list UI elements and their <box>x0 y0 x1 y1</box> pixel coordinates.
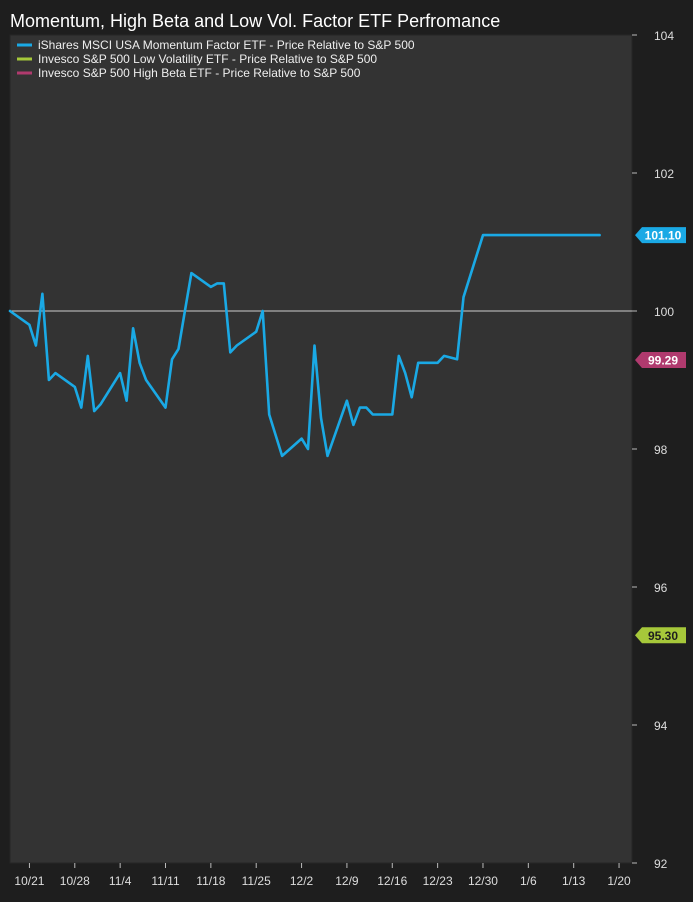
series-line-0 <box>8 233 601 458</box>
end-label-1: 95.30 <box>635 627 686 644</box>
legend-entry: Invesco S&P 500 High Beta ETF - Price Re… <box>38 66 361 80</box>
y-tick-label: 100 <box>654 305 674 319</box>
x-tick-label: 11/25 <box>242 874 271 888</box>
x-tick-label: 11/18 <box>196 874 225 888</box>
chart-title: Momentum, High Beta and Low Vol. Factor … <box>10 11 500 31</box>
y-tick-label: 98 <box>654 443 668 457</box>
y-tick-label: 102 <box>654 167 674 181</box>
legend: iShares MSCI USA Momentum Factor ETF - P… <box>17 38 415 80</box>
end-label-2: 99.29 <box>635 351 686 368</box>
x-tick-label: 10/21 <box>14 874 44 888</box>
x-tick-label: 10/28 <box>60 874 90 888</box>
end-label-box <box>635 351 686 368</box>
x-tick-label: 1/13 <box>562 874 586 888</box>
x-tick-label: 12/9 <box>335 874 359 888</box>
legend-entry: iShares MSCI USA Momentum Factor ETF - P… <box>38 38 415 52</box>
x-tick-label: 11/4 <box>109 874 132 888</box>
y-tick-label: 92 <box>654 857 668 871</box>
end-label-text: 99.29 <box>648 353 678 367</box>
x-tick-label: 12/23 <box>423 874 453 888</box>
axes: 92 94 96 98 100 102 104 10/21 10/28 11/4 11/11 11/1… <box>10 29 674 888</box>
x-tick-label: 1/20 <box>607 874 631 888</box>
end-label-text: 95.30 <box>648 629 678 643</box>
x-tick-label: 12/2 <box>290 874 314 888</box>
y-tick-label: 96 <box>654 581 668 595</box>
x-tick-label: 12/30 <box>468 874 498 888</box>
x-tick-label: 11/11 <box>151 874 180 888</box>
y-tick-label: 94 <box>654 719 668 733</box>
series-layer <box>8 233 601 458</box>
y-tick-label: 104 <box>654 29 674 43</box>
end-label-box <box>635 227 686 244</box>
end-labels: 101.10 95.30 99.29 <box>635 227 686 644</box>
plot-area <box>9 34 633 864</box>
end-label-text: 101.10 <box>645 229 682 243</box>
x-tick-label: 12/16 <box>377 874 407 888</box>
legend-entry: Invesco S&P 500 Low Volatility ETF - Pri… <box>38 52 377 66</box>
end-label-0: 101.10 <box>635 227 686 244</box>
end-label-box <box>635 627 686 644</box>
x-tick-label: 1/6 <box>520 874 537 888</box>
